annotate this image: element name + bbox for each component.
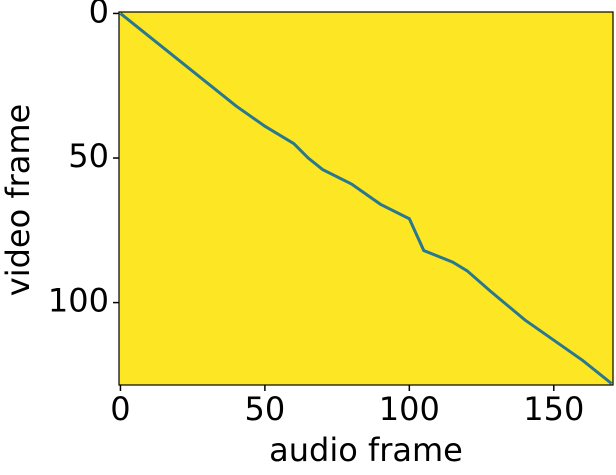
x-tick-label: 100	[379, 390, 440, 428]
y-axis-label: video frame	[0, 104, 37, 296]
y-tick-label: 50	[68, 137, 109, 175]
y-tick-label: 0	[89, 0, 109, 30]
x-axis-label: audio frame	[269, 431, 463, 469]
y-tick-label: 100	[48, 282, 109, 320]
x-tick-label: 150	[523, 390, 584, 428]
x-tick-label: 50	[245, 390, 286, 428]
x-tick-label: 0	[110, 390, 130, 428]
alignment-path	[119, 12, 613, 385]
plot-frame	[118, 11, 614, 386]
